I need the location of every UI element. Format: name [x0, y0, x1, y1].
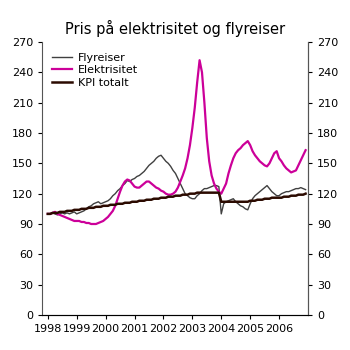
Elektrisitet	[72, 219, 76, 223]
Elektrisitet	[46, 212, 50, 216]
KPI totalt	[301, 193, 305, 197]
KPI totalt	[87, 206, 91, 210]
KPI totalt	[253, 199, 257, 203]
Flyreiser	[159, 153, 163, 158]
Flyreiser	[255, 191, 259, 196]
Elektrisitet	[169, 193, 173, 197]
KPI totalt	[46, 212, 50, 216]
Elektrisitet	[197, 58, 202, 62]
Line: Elektrisitet: Elektrisitet	[48, 60, 306, 224]
Line: KPI totalt: KPI totalt	[48, 193, 306, 214]
Flyreiser	[272, 191, 276, 196]
KPI totalt	[303, 191, 308, 196]
Elektrisitet	[277, 156, 281, 160]
Title: Pris på elektrisitet og flyreiser: Pris på elektrisitet og flyreiser	[65, 20, 285, 37]
Elektrisitet	[87, 221, 91, 225]
Elektrisitet	[303, 148, 308, 152]
Flyreiser	[171, 168, 175, 173]
Flyreiser	[277, 194, 281, 198]
KPI totalt	[166, 195, 170, 199]
Flyreiser	[55, 213, 60, 217]
Elektrisitet	[89, 222, 93, 226]
KPI totalt	[195, 190, 199, 195]
Legend: Flyreiser, Elektrisitet, KPI totalt: Flyreiser, Elektrisitet, KPI totalt	[50, 50, 140, 90]
KPI totalt	[72, 208, 76, 212]
Flyreiser	[303, 188, 308, 192]
Line: Flyreiser: Flyreiser	[48, 155, 306, 215]
Elektrisitet	[255, 156, 259, 160]
Elektrisitet	[272, 151, 276, 155]
Flyreiser	[46, 212, 50, 216]
KPI totalt	[270, 196, 274, 200]
Flyreiser	[89, 204, 93, 208]
Flyreiser	[75, 212, 79, 216]
